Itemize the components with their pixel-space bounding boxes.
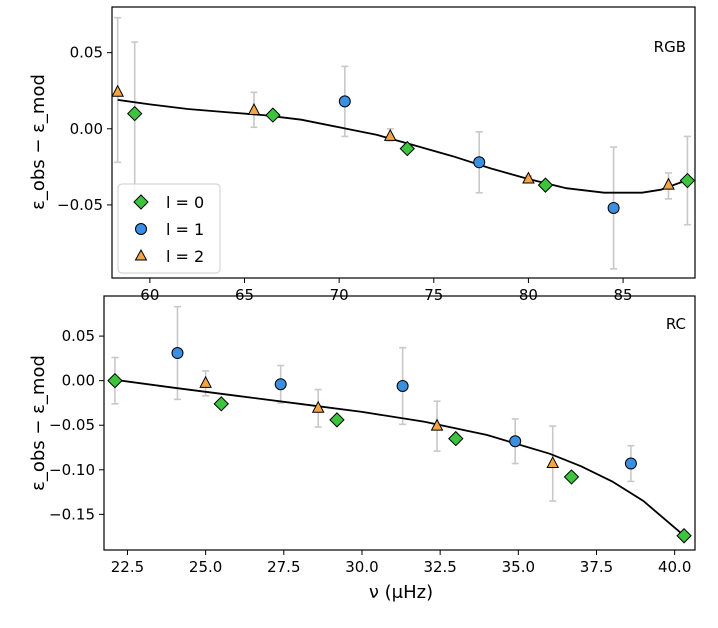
rc-point-triangle bbox=[430, 418, 444, 431]
rgb-panel-tag: RGB bbox=[654, 38, 686, 56]
rc-point-diamond bbox=[676, 528, 692, 544]
rc-y-tick-label: 0.05 bbox=[62, 327, 95, 345]
rc-markers bbox=[107, 347, 692, 544]
rc-x-tick-label: 40.0 bbox=[658, 558, 691, 576]
rgb-markers bbox=[111, 84, 696, 214]
rc-panel-tag: RC bbox=[666, 315, 686, 333]
legend-diamond-icon bbox=[133, 194, 149, 210]
rc-x-tick-label: 37.5 bbox=[580, 558, 613, 576]
rgb-x-tick-label: 60 bbox=[140, 286, 159, 304]
rc-x-tick-label: 35.0 bbox=[502, 558, 535, 576]
rgb-x-tick-label: 80 bbox=[519, 286, 538, 304]
rgb-point-diamond bbox=[265, 107, 281, 123]
rc-point-triangle bbox=[311, 400, 325, 413]
rgb-y-tick-label: 0.05 bbox=[70, 44, 103, 62]
rgb-x-tick-label: 65 bbox=[235, 286, 254, 304]
rgb-point-triangle bbox=[522, 171, 535, 184]
rgb-x-tick-label: 75 bbox=[424, 286, 443, 304]
rc-point-circle bbox=[274, 378, 287, 391]
rc-point-triangle bbox=[546, 455, 560, 469]
rgb-point-diamond bbox=[127, 105, 143, 122]
rgb-axes-frame bbox=[111, 6, 696, 279]
rc-y-tick-label: −0.05 bbox=[49, 416, 95, 434]
rgb-point-triangle bbox=[383, 128, 397, 141]
rc-point-diamond bbox=[448, 430, 464, 447]
rc-fit-curve bbox=[114, 378, 685, 537]
rc-point-circle bbox=[624, 457, 637, 470]
rc-errorbars bbox=[111, 305, 635, 502]
panel-rgb: 60 65 70 75 80 85 −0.05 0.00 0.05 RGB ε_obs − ε… bbox=[28, 6, 696, 304]
rc-axes-frame bbox=[103, 295, 696, 551]
rgb-point-triangle bbox=[247, 102, 261, 116]
rgb-point-circle bbox=[473, 156, 486, 169]
rgb-y-tick-label: 0.00 bbox=[70, 120, 103, 138]
legend-entry-l1: l = 1 bbox=[135, 220, 204, 239]
rc-x-tick-label: 32.5 bbox=[423, 558, 456, 576]
rc-point-diamond bbox=[563, 469, 580, 485]
rc-point-circle bbox=[171, 347, 184, 360]
rgb-y-tick-label: −0.05 bbox=[57, 196, 103, 214]
rgb-point-diamond bbox=[537, 177, 554, 193]
rc-point-triangle bbox=[199, 375, 212, 388]
rc-y-axis-label: ε_obs − ε_mod bbox=[28, 355, 49, 491]
rc-point-circle bbox=[396, 380, 409, 393]
legend-entry-l2: l = 2 bbox=[134, 247, 204, 266]
rc-x-tick-label: 27.5 bbox=[267, 558, 300, 576]
legend-label-l1: l = 1 bbox=[166, 220, 204, 239]
rc-point-circle bbox=[509, 435, 522, 448]
rc-y-tick-label: 0.00 bbox=[62, 372, 95, 390]
rc-y-ticks: −0.15 −0.10 −0.05 0.00 0.05 bbox=[49, 327, 104, 523]
rgb-point-diamond bbox=[679, 172, 696, 189]
legend: l = 0 l = 1 l = 2 bbox=[117, 183, 221, 274]
rgb-y-axis-label: ε_obs − ε_mod bbox=[28, 74, 49, 210]
rc-x-tick-label: 30.0 bbox=[345, 558, 378, 576]
legend-circle-icon bbox=[135, 223, 147, 235]
legend-triangle-icon bbox=[134, 248, 148, 261]
rgb-point-triangle bbox=[111, 84, 125, 97]
rc-x-tick-label: 25.0 bbox=[189, 558, 222, 576]
rc-x-tick-label: 22.5 bbox=[111, 558, 144, 576]
legend-label-l0: l = 0 bbox=[166, 193, 204, 212]
rc-y-tick-label: −0.10 bbox=[49, 461, 95, 479]
legend-entry-l0: l = 0 bbox=[133, 193, 204, 212]
legend-label-l2: l = 2 bbox=[166, 247, 204, 266]
rc-point-diamond bbox=[107, 372, 123, 389]
x-axis-label: ν (μHz) bbox=[369, 582, 433, 603]
rgb-x-tick-label: 70 bbox=[330, 286, 349, 304]
rgb-point-diamond bbox=[399, 140, 415, 157]
rgb-point-triangle bbox=[662, 177, 675, 190]
rgb-x-tick-label: 85 bbox=[614, 286, 633, 304]
rgb-fit-curve bbox=[117, 99, 686, 194]
rc-point-diamond bbox=[329, 412, 345, 428]
rgb-point-circle bbox=[607, 201, 620, 214]
rc-point-diamond bbox=[213, 396, 229, 412]
rgb-y-ticks: −0.05 0.00 0.05 bbox=[57, 44, 112, 214]
rgb-x-ticks: 60 65 70 75 80 85 bbox=[140, 278, 633, 304]
rgb-point-circle bbox=[338, 95, 351, 108]
panel-rc: 22.5 25.0 27.5 30.0 32.5 35.0 37.5 40.0 −0.15−0… bbox=[28, 295, 696, 603]
rc-x-ticks: 22.5 25.0 27.5 30.0 32.5 35.0 37.5 40.0 bbox=[111, 550, 691, 576]
rc-y-tick-label: −0.15 bbox=[49, 505, 95, 523]
